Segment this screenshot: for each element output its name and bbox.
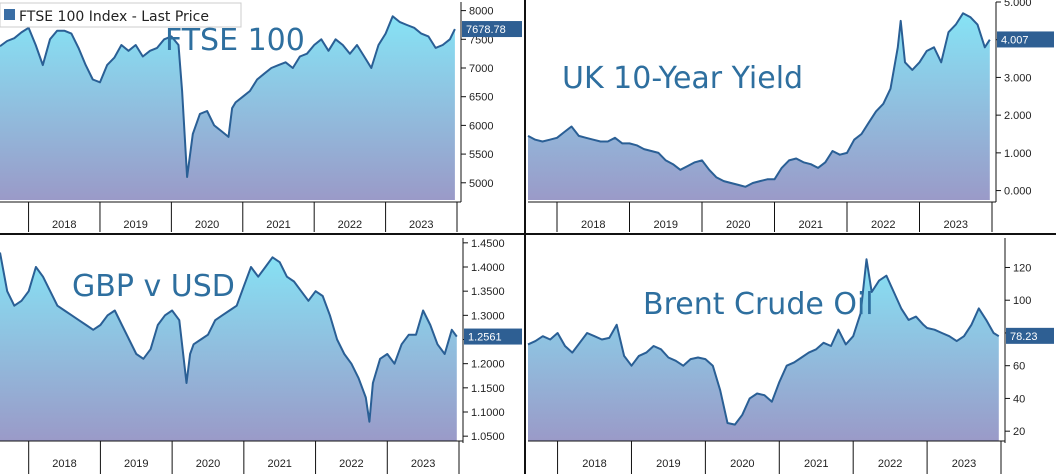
ftse-legend: FTSE 100 Index - Last Price	[0, 2, 242, 28]
ftse-y-tick-label: 6000	[469, 120, 493, 132]
gbp-usd-y-tick-label: 1.1500	[471, 383, 505, 395]
uk-yield-y-tick-label: 5.000	[1004, 0, 1032, 9]
ftse-y-tick-label: 5500	[469, 149, 493, 161]
brent-y-tick-label: 40	[1013, 393, 1025, 405]
uk-yield-y-tick-label: 1.000	[1004, 148, 1032, 160]
brent-y-tick-label: 120	[1013, 262, 1031, 274]
uk-yield-x-tick-label: 2021	[799, 219, 823, 231]
gbp-usd-y-tick-label: 1.4000	[471, 262, 505, 274]
uk-yield-x-tick-label: 2019	[654, 219, 678, 231]
brent-x-tick-label: 2018	[582, 458, 606, 470]
brent-y-tick-label: 100	[1013, 295, 1031, 307]
gbp-usd-last-value-flag	[464, 328, 522, 345]
uk-yield-x-tick-label: 2020	[726, 219, 750, 231]
gbp-usd-series-line	[0, 252, 458, 423]
gbp-usd-y-tick-label: 1.3000	[471, 310, 505, 322]
gbp-usd-plot: 1.05001.10001.15001.20001.25001.30001.35…	[0, 238, 522, 474]
ftse-y-tick-label: 7000	[469, 63, 493, 75]
brent-last-value-flag	[1006, 327, 1054, 344]
uk-yield-x-tick-label: 2022	[871, 219, 895, 231]
gbp-usd-y-tick-label: 1.4500	[471, 238, 505, 250]
uk-yield-y-tick-label: 2.000	[1004, 110, 1032, 122]
uk-yield-x-tick-label: 2018	[581, 219, 605, 231]
ftse-chart-title: FTSE 100	[165, 23, 305, 58]
gbp-usd-x-tick-label: 2020	[196, 458, 220, 470]
ftse-x-tick-label: 2022	[338, 219, 362, 231]
uk-yield-y-tick-label: 3.000	[1004, 72, 1032, 84]
brent-area-fill	[528, 259, 999, 441]
gbp-usd-x-tick-label: 2023	[411, 458, 435, 470]
ftse-y-tick-label: 8000	[469, 6, 493, 18]
uk-yield-series-line	[527, 12, 991, 188]
ftse-series-line	[0, 15, 456, 178]
gbp-usd-y-tick-label: 1.3500	[471, 286, 505, 298]
gbp-usd-x-tick-label: 2022	[339, 458, 363, 470]
gbp-usd-y-tick-label: 1.0500	[471, 431, 505, 443]
gbp-usd-y-tick-label: 1.1000	[471, 407, 505, 419]
brent-chart-title: Brent Crude Oil	[643, 287, 874, 322]
gbp-usd-last-value-label: 1.2561	[468, 332, 502, 344]
brent-x-tick-label: 2021	[804, 458, 828, 470]
uk-yield-chart-title: UK 10-Year Yield	[562, 61, 803, 96]
brent-x-tick-label: 2020	[730, 458, 754, 470]
ftse-x-tick-label: 2021	[266, 219, 290, 231]
uk-yield-area-fill	[528, 13, 990, 200]
brent-x-tick-label: 2023	[952, 458, 976, 470]
uk-yield-plot: 0.0001.0002.0003.0004.0005.0004.00720182…	[527, 0, 1054, 232]
uk-yield-panel: 0.0001.0002.0003.0004.0005.0004.00720182…	[527, 0, 1054, 232]
ftse-y-tick-label: 6500	[469, 92, 493, 104]
brent-x-tick-label: 2022	[878, 458, 902, 470]
brent-last-value-label: 78.23	[1010, 331, 1038, 343]
gbp-usd-area-fill	[0, 252, 457, 441]
gbp-usd-y-tick-label: 1.2000	[471, 359, 505, 371]
ftse-last-value-flag	[462, 21, 522, 38]
brent-series-line	[527, 258, 1000, 426]
ftse-last-value-label: 7678.78	[466, 24, 506, 36]
ftse-x-tick-label: 2020	[195, 219, 219, 231]
gbp-usd-panel: 1.05001.10001.15001.20001.25001.30001.35…	[0, 238, 522, 474]
ftse-x-tick-label: 2023	[409, 219, 433, 231]
ftse-y-tick-label: 5000	[469, 178, 493, 190]
uk-yield-y-tick-label: 0.000	[1004, 186, 1032, 198]
ftse-y-tick-label: 7500	[469, 34, 493, 46]
brent-y-tick-label: 20	[1013, 426, 1025, 438]
legend-box	[0, 2, 242, 28]
gbp-usd-chart-title: GBP v USD	[72, 269, 235, 304]
brent-y-tick-label: 60	[1013, 361, 1025, 373]
brent-panel: 2040608010012078.23201820192020202120222…	[527, 238, 1054, 474]
legend-swatch	[4, 9, 15, 20]
ftse-plot: 5000 5500 6000 6500 7000 7500 8000 7678.78 2018 2…	[0, 2, 522, 232]
brent-plot: 2040608010012078.23201820192020202120222…	[527, 238, 1054, 474]
gbp-usd-x-tick-label: 2018	[52, 458, 76, 470]
gbp-usd-x-tick-label: 2021	[267, 458, 291, 470]
uk-yield-x-tick-label: 2023	[944, 219, 968, 231]
ftse-panel: 5000 5500 6000 6500 7000 7500 8000 7678.78 2018 2…	[0, 2, 522, 232]
uk-yield-last-value-flag	[997, 31, 1054, 48]
ftse-x-tick-label: 2018	[52, 219, 76, 231]
brent-x-tick-label: 2019	[656, 458, 680, 470]
gbp-usd-x-tick-label: 2019	[124, 458, 148, 470]
uk-yield-last-value-label: 4.007	[1001, 34, 1029, 46]
legend-label: FTSE 100 Index - Last Price	[19, 9, 209, 25]
ftse-area-fill	[0, 16, 455, 200]
ftse-x-tick-label: 2019	[123, 219, 147, 231]
